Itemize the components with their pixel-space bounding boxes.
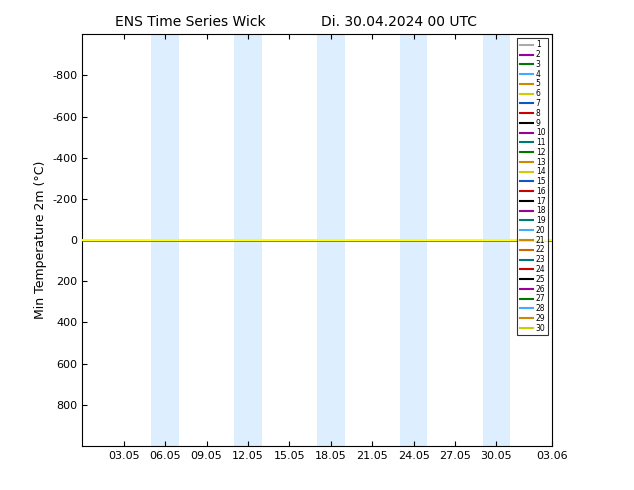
Text: ENS Time Series Wick: ENS Time Series Wick [115,15,266,29]
Bar [234,34,262,446]
Y-axis label: Min Temperature 2m (°C): Min Temperature 2m (°C) [34,161,47,319]
Bar [317,34,345,446]
Bar [482,34,510,446]
Bar [152,34,179,446]
Legend: 1, 2, 3, 4, 5, 6, 7, 8, 9, 10, 11, 12, 13, 14, 15, 16, 17, 18, 19, 20, 21, 22, 2: 1, 2, 3, 4, 5, 6, 7, 8, 9, 10, 11, 12, 1… [517,38,548,335]
Text: Di. 30.04.2024 00 UTC: Di. 30.04.2024 00 UTC [321,15,477,29]
Bar [400,34,427,446]
